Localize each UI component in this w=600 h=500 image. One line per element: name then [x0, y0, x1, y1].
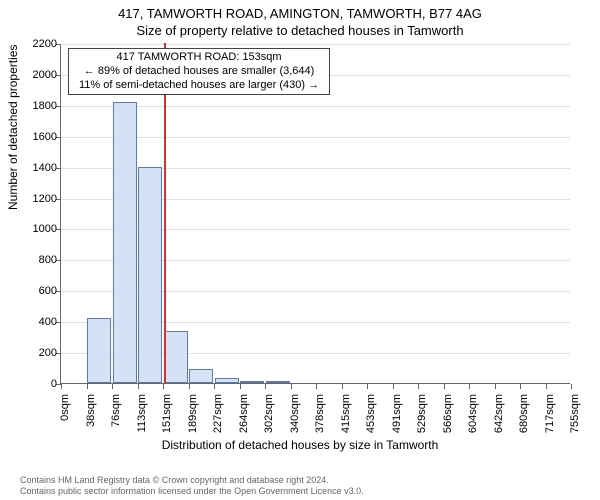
histogram-bar: [164, 331, 188, 383]
ytick-label: 800: [17, 254, 57, 266]
xtick-label: 717sqm: [544, 390, 556, 433]
ytick-label: 1200: [17, 193, 57, 205]
ytick-label: 600: [17, 285, 57, 297]
xtick-mark: [112, 384, 113, 389]
xtick-label: 227sqm: [212, 390, 224, 433]
ytick-label: 1600: [17, 131, 57, 143]
xtick-mark: [367, 384, 368, 389]
xtick-label: 302sqm: [263, 390, 275, 433]
xtick-mark: [546, 384, 547, 389]
annotation-line: ← 89% of detached houses are smaller (3,…: [79, 65, 319, 79]
histogram-bar: [87, 318, 111, 383]
histogram-bar: [240, 381, 264, 383]
xtick-mark: [189, 384, 190, 389]
xtick-label: 113sqm: [136, 390, 148, 432]
ytick-label: 2000: [17, 69, 57, 81]
xtick-label: 604sqm: [467, 390, 479, 433]
histogram-bar: [113, 102, 137, 383]
histogram-bar: [138, 167, 162, 383]
xtick-mark: [495, 384, 496, 389]
reference-annotation: 417 TAMWORTH ROAD: 153sqm← 89% of detach…: [68, 48, 330, 95]
xtick-mark: [265, 384, 266, 389]
xtick-label: 642sqm: [493, 390, 505, 433]
ytick-label: 0: [17, 378, 57, 390]
xtick-mark: [240, 384, 241, 389]
xtick-label: 566sqm: [442, 390, 454, 433]
xtick-label: 378sqm: [314, 390, 326, 433]
xtick-label: 415sqm: [340, 390, 352, 433]
xtick-mark: [520, 384, 521, 389]
xtick-mark: [138, 384, 139, 389]
xtick-mark: [87, 384, 88, 389]
x-axis-label: Distribution of detached houses by size …: [0, 438, 600, 452]
gridline: [61, 106, 570, 107]
ytick-label: 2200: [17, 38, 57, 50]
gridline: [61, 137, 570, 138]
annotation-line: 417 TAMWORTH ROAD: 153sqm: [79, 51, 319, 65]
xtick-mark: [291, 384, 292, 389]
xtick-mark: [163, 384, 164, 389]
ytick-label: 1800: [17, 100, 57, 112]
ytick-label: 200: [17, 347, 57, 359]
attribution-footer: Contains HM Land Registry data © Crown c…: [20, 475, 364, 498]
xtick-label: 453sqm: [365, 390, 377, 433]
xtick-label: 264sqm: [238, 390, 250, 433]
ytick-label: 1400: [17, 162, 57, 174]
histogram-bar: [266, 381, 290, 383]
xtick-label: 755sqm: [569, 390, 581, 433]
xtick-mark: [316, 384, 317, 389]
xtick-mark: [418, 384, 419, 389]
ytick-label: 400: [17, 316, 57, 328]
xtick-label: 0sqm: [59, 390, 71, 421]
chart-area: 0200400600800100012001400160018002000220…: [60, 44, 570, 384]
xtick-label: 491sqm: [391, 390, 403, 433]
footer-line-2: Contains public sector information licen…: [20, 486, 364, 497]
xtick-mark: [444, 384, 445, 389]
gridline: [61, 44, 570, 45]
xtick-mark: [342, 384, 343, 389]
xtick-label: 38sqm: [85, 390, 97, 427]
ytick-label: 1000: [17, 223, 57, 235]
page-subtitle: Size of property relative to detached ho…: [0, 23, 600, 38]
page-title: 417, TAMWORTH ROAD, AMINGTON, TAMWORTH, …: [0, 6, 600, 21]
xtick-label: 189sqm: [187, 390, 199, 433]
xtick-mark: [571, 384, 572, 389]
xtick-label: 340sqm: [289, 390, 301, 433]
histogram-bar: [215, 378, 239, 383]
xtick-label: 529sqm: [416, 390, 428, 433]
xtick-mark: [469, 384, 470, 389]
footer-line-1: Contains HM Land Registry data © Crown c…: [20, 475, 364, 486]
xtick-mark: [61, 384, 62, 389]
chart-header: 417, TAMWORTH ROAD, AMINGTON, TAMWORTH, …: [0, 0, 600, 38]
xtick-mark: [214, 384, 215, 389]
xtick-label: 151sqm: [161, 390, 173, 433]
histogram-bar: [189, 369, 213, 383]
xtick-label: 680sqm: [518, 390, 530, 433]
annotation-line: 11% of semi-detached houses are larger (…: [79, 79, 319, 93]
xtick-mark: [393, 384, 394, 389]
xtick-label: 76sqm: [110, 390, 122, 427]
